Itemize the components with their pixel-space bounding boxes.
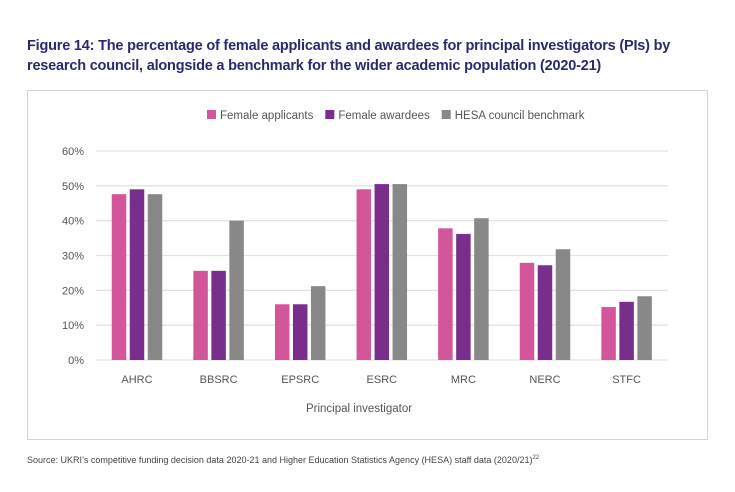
x-tick-label: MRC xyxy=(451,374,476,386)
legend-item: Female applicants xyxy=(207,110,314,122)
source-text: Source: UKRI’s competitive funding decis… xyxy=(27,455,533,465)
x-axis-ticks: AHRC BBSRC EPSRC ESRC MRC NERC STFC xyxy=(121,374,641,386)
legend-swatch xyxy=(207,110,216,119)
bar-nerc-3 xyxy=(555,249,571,360)
bar-mrc-2 xyxy=(456,233,471,360)
bar-esrc-2 xyxy=(374,184,390,360)
legend-swatch xyxy=(325,110,335,119)
y-tick-label: 0% xyxy=(68,355,84,367)
bar-ahrc-3 xyxy=(147,194,163,360)
x-tick-label: EPSRC xyxy=(281,374,319,386)
legend: Female applicants Female awardees HESA cou… xyxy=(207,110,585,122)
y-tick-label: 60% xyxy=(62,146,84,158)
y-axis-ticks: 0% 10% 20% 30% 40% 50% 60% xyxy=(62,146,84,367)
bar-esrc-1 xyxy=(356,189,372,360)
y-tick-label: 50% xyxy=(62,181,84,193)
x-tick-label: NERC xyxy=(529,374,560,386)
x-tick-label: ESRC xyxy=(367,374,398,386)
bar-stfc-2 xyxy=(619,301,634,360)
legend-swatch xyxy=(441,110,451,119)
x-tick-label: BBSRC xyxy=(200,374,238,386)
bar-mrc-1 xyxy=(438,228,453,360)
y-tick-label: 40% xyxy=(62,216,84,228)
legend-label: Female awardees xyxy=(338,110,430,122)
x-tick-label: STFC xyxy=(612,374,641,386)
legend-label: Female applicants xyxy=(220,110,314,122)
y-tick-label: 10% xyxy=(62,320,84,332)
bar-epsrc-1 xyxy=(274,304,290,360)
chart-frame xyxy=(27,90,708,440)
footnote-ref[interactable]: 22 xyxy=(532,455,540,461)
bar-bbsrc-2 xyxy=(211,270,226,360)
bar-nerc-1 xyxy=(519,262,535,360)
bar-epsrc-3 xyxy=(310,286,326,360)
y-tick-label: 30% xyxy=(62,251,84,263)
bars xyxy=(111,184,652,360)
source-note: Source: UKRI’s competitive funding decis… xyxy=(27,455,539,465)
bar-nerc-2 xyxy=(537,265,553,360)
bar-bbsrc-3 xyxy=(229,220,244,360)
bar-ahrc-1 xyxy=(111,194,127,360)
x-tick-label: AHRC xyxy=(121,374,152,386)
bar-esrc-3 xyxy=(392,184,408,360)
bar-stfc-1 xyxy=(601,307,616,360)
legend-label: HESA council benchmark xyxy=(455,110,585,122)
bar-bbsrc-1 xyxy=(193,270,208,360)
y-tick-label: 20% xyxy=(62,285,84,297)
bar-stfc-3 xyxy=(637,296,652,360)
legend-item: HESA council benchmark xyxy=(441,110,585,122)
bar-ahrc-2 xyxy=(129,189,145,360)
figure-title: Figure 14: The percentage of female appl… xyxy=(27,38,671,74)
bar-epsrc-2 xyxy=(292,304,308,360)
bar-mrc-3 xyxy=(474,218,489,360)
x-axis-label: Principal investigator xyxy=(306,403,412,415)
legend-item: Female awardees xyxy=(325,110,430,122)
